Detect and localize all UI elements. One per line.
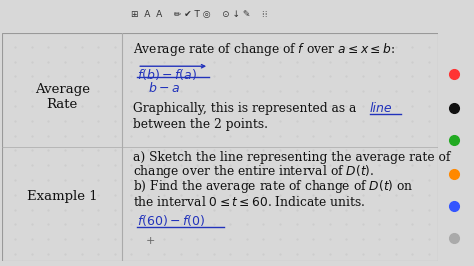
Text: line: line — [370, 102, 392, 115]
Text: between the 2 points.: between the 2 points. — [133, 118, 268, 131]
Text: $b-a$: $b-a$ — [148, 81, 180, 95]
Text: the interval $0 \leq t \leq 60$. Indicate units.: the interval $0 \leq t \leq 60$. Indicat… — [133, 194, 365, 209]
Text: ⊞  A  A    ✏ ✔ T ◎    ⊙ ↓ ✎    ⁞⁞: ⊞ A A ✏ ✔ T ◎ ⊙ ↓ ✎ ⁞⁞ — [131, 10, 267, 19]
Text: a) Sketch the line representing the average rate of: a) Sketch the line representing the aver… — [133, 151, 450, 164]
Text: $f(b)-f(a)$: $f(b)-f(a)$ — [137, 67, 198, 82]
Text: Example 1: Example 1 — [27, 190, 98, 203]
Text: Average
Rate: Average Rate — [35, 83, 90, 111]
Text: b) Find the average rate of change of $D(t)$ on: b) Find the average rate of change of $D… — [133, 178, 413, 195]
Text: $f(60)-f(0)$: $f(60)-f(0)$ — [137, 213, 206, 228]
Text: Graphically, this is represented as a: Graphically, this is represented as a — [133, 102, 360, 115]
Text: +: + — [146, 236, 155, 246]
Text: change over the entire interval of $D(t)$.: change over the entire interval of $D(t)… — [133, 164, 374, 181]
Text: Average rate of change of $f$ over $a \leq x \leq b$:: Average rate of change of $f$ over $a \l… — [133, 41, 395, 58]
